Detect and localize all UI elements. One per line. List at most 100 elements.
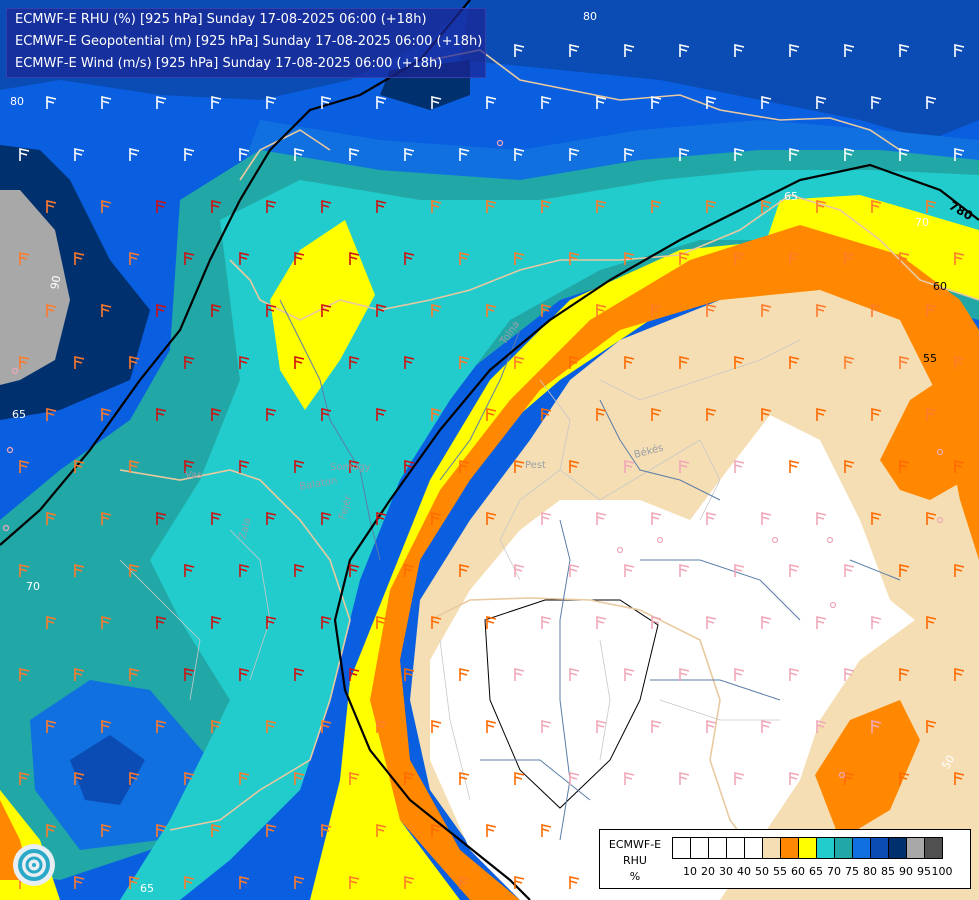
- wind-barb: [431, 512, 442, 525]
- wind-barb: [789, 772, 800, 785]
- wind-title: ECMWF-E Wind (m/s) [925 hPa] Sunday 17-0…: [15, 56, 443, 71]
- legend-swatch: [924, 837, 943, 859]
- calm-wind-marker: [829, 601, 837, 609]
- wind-barb: [486, 200, 497, 213]
- wind-barb: [211, 200, 222, 213]
- contour-label: 80: [583, 10, 597, 23]
- station-dots: [2, 139, 944, 779]
- legend-tick: 100: [931, 865, 953, 878]
- wind-barb: [266, 200, 277, 213]
- wind-barb: [706, 408, 717, 421]
- wind-barb: [321, 200, 332, 213]
- wind-barb: [74, 668, 85, 681]
- wind-barb: [376, 200, 387, 213]
- wind-barb: [46, 200, 57, 213]
- legend-tick: 85: [881, 865, 895, 878]
- wind-barb: [349, 356, 360, 369]
- wind-barb: [294, 876, 305, 889]
- place-name: Vas: [185, 470, 202, 481]
- wind-barb: [899, 460, 910, 473]
- wind-barb: [899, 772, 910, 785]
- wind-barb: [816, 616, 827, 629]
- wind-barb: [679, 252, 690, 265]
- wind-barb: [816, 96, 827, 109]
- legend-swatch: [690, 837, 709, 859]
- wind-barb: [761, 720, 772, 733]
- wind-barb: [404, 668, 415, 681]
- wind-barb: [926, 408, 937, 421]
- wind-barb: [734, 772, 745, 785]
- wind-barb: [459, 356, 470, 369]
- wind-barb: [294, 252, 305, 265]
- wind-barb: [101, 304, 112, 317]
- contour-label: 50: [939, 753, 957, 772]
- calm-wind-marker: [838, 771, 846, 779]
- map-title-box: ECMWF-E RHU (%) [925 hPa] Sunday 17-08-2…: [6, 8, 486, 78]
- wind-barb: [624, 564, 635, 577]
- legend-model: ECMWF-E: [608, 838, 662, 851]
- wind-barb: [569, 356, 580, 369]
- rh-85-band: [460, 0, 979, 140]
- wind-barb: [46, 96, 57, 109]
- calm-wind-marker: [11, 367, 19, 375]
- wind-barb: [431, 200, 442, 213]
- wind-barb: [789, 668, 800, 681]
- legend-tick: 65: [809, 865, 823, 878]
- wind-barb: [569, 668, 580, 681]
- wind-barb: [541, 96, 552, 109]
- legend-variable: RHU: [623, 854, 647, 867]
- calm-wind-marker: [936, 448, 944, 456]
- wind-barb: [349, 460, 360, 473]
- wind-barb: [101, 408, 112, 421]
- wind-barb: [404, 772, 415, 785]
- wind-barb: [541, 824, 552, 837]
- wind-barb: [19, 564, 30, 577]
- wind-barb: [514, 252, 525, 265]
- wind-barb: [954, 356, 965, 369]
- wind-barb: [954, 252, 965, 265]
- contour-label: 70: [26, 580, 40, 593]
- wind-barb: [486, 408, 497, 421]
- wind-barb: [541, 200, 552, 213]
- wind-barb: [431, 408, 442, 421]
- legend-tick: 50: [755, 865, 769, 878]
- legend-swatch: [780, 837, 799, 859]
- wind-barb: [129, 252, 140, 265]
- wind-barb: [74, 252, 85, 265]
- wind-barb: [46, 304, 57, 317]
- wind-barb: [74, 772, 85, 785]
- wind-barb: [844, 772, 855, 785]
- wind-barb: [954, 460, 965, 473]
- wind-barb: [46, 720, 57, 733]
- wind-barb: [596, 408, 607, 421]
- wind-barb: [871, 720, 882, 733]
- wind-barb: [954, 772, 965, 785]
- wind-barb: [129, 564, 140, 577]
- wind-barb: [486, 512, 497, 525]
- wind-barb: [74, 564, 85, 577]
- wind-barb: [211, 408, 222, 421]
- wind-barb: [486, 824, 497, 837]
- wind-barb: [46, 512, 57, 525]
- wind-barb: [624, 252, 635, 265]
- wind-barb: [514, 876, 525, 889]
- wind-barb: [706, 720, 717, 733]
- wind-barb: [321, 408, 332, 421]
- wind-barb: [651, 96, 662, 109]
- wind-barb: [156, 96, 167, 109]
- wind-barb: [899, 564, 910, 577]
- wind-barb: [184, 772, 195, 785]
- wind-barb: [624, 772, 635, 785]
- wind-barb: [954, 564, 965, 577]
- calm-wind-marker: [2, 524, 10, 532]
- legend-tick: 80: [863, 865, 877, 878]
- wind-barb: [541, 304, 552, 317]
- wind-barb: [101, 616, 112, 629]
- wind-barb: [321, 824, 332, 837]
- wind-barb: [239, 772, 250, 785]
- wind-barb: [706, 200, 717, 213]
- wind-barb: [321, 304, 332, 317]
- wind-barb: [184, 668, 195, 681]
- wind-barb: [459, 148, 470, 161]
- wind-barb: [514, 772, 525, 785]
